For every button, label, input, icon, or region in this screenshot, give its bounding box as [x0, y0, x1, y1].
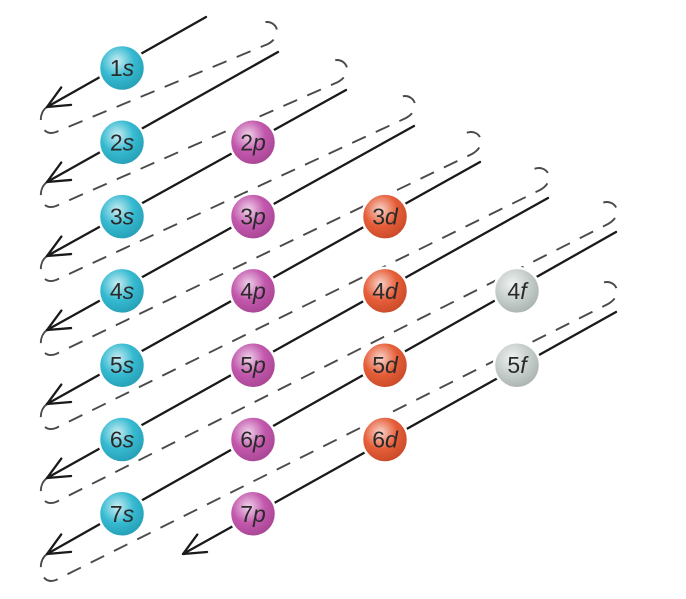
orbital-sphere	[97, 340, 147, 390]
orbital-grid: 1s 2s 2p 3s 3p 3d 4s 4p 4d 4f 5s 5p 5d 5f 6s 6p 6d 7s 7p	[97, 43, 542, 539]
orbital-4d: 4d	[360, 266, 410, 316]
orbital-sphere	[360, 340, 410, 390]
orbital-label: 2p	[240, 129, 266, 155]
orbital-label: 6d	[372, 427, 399, 453]
orbital-sphere	[492, 266, 542, 316]
orbital-sphere	[97, 266, 147, 316]
orbital-sphere	[97, 415, 147, 464]
orbital-3p: 3p	[228, 192, 278, 241]
orbital-label: 5f	[507, 352, 529, 378]
dashed-connector-6	[39, 201, 619, 504]
orbital-label: 5d	[372, 352, 399, 378]
orbital-5d: 5d	[360, 340, 410, 390]
orbital-sphere	[228, 340, 278, 390]
filling-arrow-2	[45, 50, 280, 184]
orbital-4f: 4f	[492, 266, 542, 316]
orbital-sphere	[228, 415, 278, 464]
orbital-4p: 4p	[228, 266, 278, 316]
orbital-label: 3s	[110, 204, 135, 230]
orbital-sphere	[228, 192, 278, 241]
dashed-connector-3	[39, 95, 417, 282]
orbital-5s: 5s	[97, 340, 147, 390]
dashed-connector-5	[39, 167, 551, 430]
orbital-label: 7s	[110, 501, 135, 527]
orbital-sphere	[360, 415, 410, 464]
orbital-label: 6s	[110, 427, 135, 453]
orbital-label: 4d	[372, 278, 399, 304]
orbital-sphere	[97, 43, 147, 93]
orbital-7p: 7p	[228, 489, 278, 539]
orbital-2s: 2s	[97, 118, 147, 167]
orbital-label: 5p	[240, 352, 266, 378]
orbital-label: 3d	[372, 204, 399, 230]
orbital-sphere	[97, 118, 147, 167]
orbital-label: 1s	[110, 55, 135, 81]
dashed-connector-7	[39, 281, 619, 582]
orbital-sphere	[492, 340, 542, 390]
orbital-label: 4p	[240, 278, 266, 304]
orbital-label: 5s	[110, 352, 135, 378]
orbital-sphere	[228, 118, 278, 167]
orbital-label: 2s	[110, 129, 135, 155]
orbital-label: 4s	[110, 278, 135, 304]
filling-arrow-3	[45, 88, 348, 258]
orbital-3s: 3s	[97, 192, 147, 241]
dashed-connector-2	[39, 59, 349, 208]
orbital-5f: 5f	[492, 340, 542, 390]
orbital-7s: 7s	[97, 489, 147, 539]
orbital-1s: 1s	[97, 43, 147, 93]
orbital-sphere	[97, 192, 147, 241]
orbital-sphere	[97, 489, 147, 539]
orbital-sphere	[228, 489, 278, 539]
orbital-sphere	[360, 266, 410, 316]
orbital-label: 3p	[240, 204, 266, 230]
filling-order-connectors	[39, 21, 619, 582]
dashed-connector-1	[39, 21, 279, 134]
orbital-sphere	[360, 192, 410, 241]
orbital-label: 4f	[507, 278, 529, 304]
orbital-5p: 5p	[228, 340, 278, 390]
dashed-connector-4	[39, 131, 483, 356]
orbital-6d: 6d	[360, 415, 410, 464]
orbital-label: 7p	[240, 501, 266, 527]
orbital-4s: 4s	[97, 266, 147, 316]
orbital-2p: 2p	[228, 118, 278, 167]
orbital-6s: 6s	[97, 415, 147, 464]
orbital-6p: 6p	[228, 415, 278, 464]
orbital-label: 6p	[240, 427, 266, 453]
orbital-3d: 3d	[360, 192, 410, 241]
orbital-sphere	[228, 266, 278, 316]
